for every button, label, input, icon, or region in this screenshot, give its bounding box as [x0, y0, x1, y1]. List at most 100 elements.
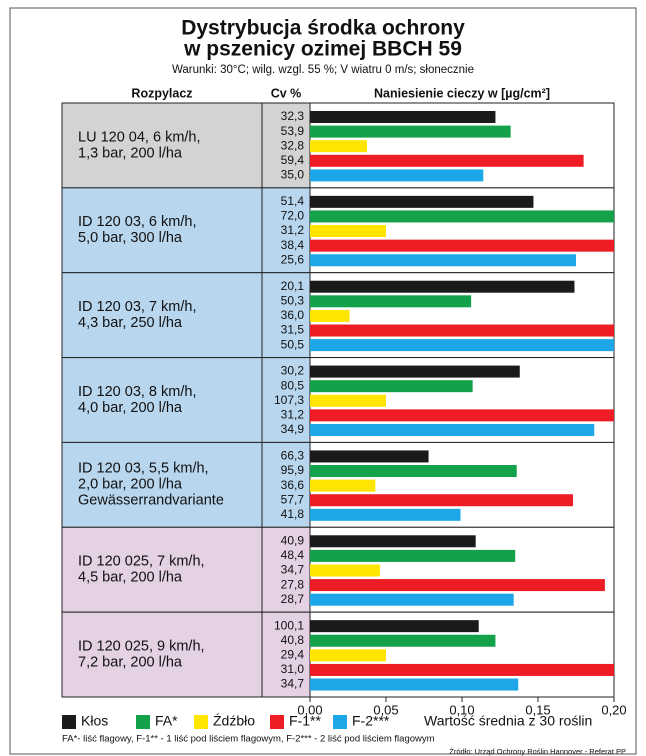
column-header: Rozpylacz [131, 86, 192, 100]
cv-label: 32,8 [281, 138, 305, 152]
bar [310, 225, 386, 238]
bar [310, 210, 614, 223]
bar [310, 549, 516, 562]
bar [310, 649, 386, 662]
nozzle-label: 1,3 bar, 200 l/ha [78, 145, 183, 161]
cv-label: 40,9 [281, 533, 305, 547]
legend-swatch [62, 715, 76, 729]
bar [310, 564, 380, 577]
cv-label: 53,9 [281, 124, 305, 138]
nozzle-label: ID 120 025, 7 km/h, [78, 554, 205, 570]
bar [310, 465, 517, 478]
bar [310, 339, 614, 352]
bar [310, 254, 576, 267]
cv-label: 51,4 [281, 194, 305, 208]
bar [310, 450, 429, 463]
legend-swatch [136, 715, 150, 729]
cv-label: 34,7 [281, 677, 305, 691]
bar [310, 409, 614, 422]
bar [310, 479, 376, 492]
nozzle-label: 4,5 bar, 200 l/ha [78, 570, 183, 586]
bar [310, 678, 519, 691]
cv-label: 57,7 [281, 492, 305, 506]
nozzle-label: LU 120 04, 6 km/h, [78, 129, 201, 145]
bar [310, 365, 520, 378]
bar [310, 663, 614, 676]
cv-label: 31,5 [281, 323, 305, 337]
nozzle-label: ID 120 03, 8 km/h, [78, 384, 196, 400]
source: Źródło: Urząd Ochrony Roślin Hannover - … [449, 747, 626, 756]
legend-note: Wartość średnia z 30 roślin [424, 713, 592, 729]
bar [310, 494, 573, 507]
legend-label: F-2*** [352, 713, 390, 729]
cv-label: 50,3 [281, 293, 305, 307]
row-background [61, 441, 311, 528]
bar [310, 508, 461, 521]
cv-label: 38,4 [281, 238, 305, 252]
cv-label: 34,9 [281, 422, 305, 436]
bar [310, 169, 484, 182]
cv-label: 66,3 [281, 449, 305, 463]
x-tick-label: 0,10 [449, 702, 474, 717]
footnote: FA*- liść flagowy, F-1** - 1 liść pod li… [62, 734, 435, 745]
bar [310, 535, 476, 548]
bar [310, 295, 472, 308]
legend-label: FA* [155, 713, 178, 729]
cv-label: 95,9 [281, 463, 305, 477]
cv-label: 72,0 [281, 209, 305, 223]
cv-label: 31,0 [281, 662, 305, 676]
cv-label: 31,2 [281, 408, 305, 422]
cv-label: 80,5 [281, 378, 305, 392]
bar [310, 309, 350, 322]
cv-label: 27,8 [281, 577, 305, 591]
cv-label: 35,0 [281, 168, 305, 182]
bar [310, 140, 367, 153]
x-tick-label: 0,20 [601, 702, 626, 717]
bar [310, 634, 496, 647]
bar [310, 125, 511, 138]
column-header: Cv % [271, 86, 302, 100]
bar [310, 380, 473, 393]
bar [310, 111, 496, 123]
cv-label: 107,3 [274, 393, 304, 407]
nozzle-label: 7,2 bar, 200 l/ha [78, 654, 183, 670]
chart-title: Dystrybucja środka ochrony [181, 17, 465, 40]
cv-label: 20,1 [281, 279, 305, 293]
x-tick-label: 0,00 [297, 702, 322, 717]
cv-label: 40,8 [281, 633, 305, 647]
legend-swatch [270, 715, 284, 729]
cv-label: 41,8 [281, 507, 305, 521]
nozzle-label: Gewässerrandvariante [78, 493, 224, 509]
nozzle-label: ID 120 03, 5,5 km/h, [78, 461, 209, 477]
bar [310, 154, 584, 167]
nozzle-label: ID 120 03, 7 km/h, [78, 299, 196, 315]
legend-label: F-1** [289, 713, 321, 729]
nozzle-label: 5,0 bar, 300 l/ha [78, 230, 183, 246]
cv-label: 48,4 [281, 548, 305, 562]
chart-subtitle: Warunki: 30°C; wilg. wzgl. 55 %; V wiatr… [172, 64, 474, 76]
bar [310, 195, 534, 208]
legend-label: Źdźbło [213, 713, 255, 729]
chart-title: w pszenicy ozimej BBCH 59 [183, 38, 462, 61]
bar [310, 579, 605, 592]
row-background [61, 102, 311, 189]
cv-label: 28,7 [281, 592, 305, 606]
row-background [61, 272, 311, 359]
legend-label: Kłos [81, 713, 108, 729]
nozzle-label: 2,0 bar, 200 l/ha [78, 477, 183, 493]
bar [310, 324, 614, 337]
cv-label: 36,6 [281, 478, 305, 492]
cv-label: 34,7 [281, 563, 305, 577]
bar [310, 423, 595, 436]
column-header: Naniesienie cieczy w [µg/cm²] [374, 86, 550, 100]
cv-label: 59,4 [281, 153, 305, 167]
cv-label: 36,0 [281, 308, 305, 322]
nozzle-label: ID 120 025, 9 km/h, [78, 638, 205, 654]
cv-label: 29,4 [281, 648, 305, 662]
row-background [61, 357, 311, 443]
cv-label: 50,5 [281, 337, 305, 351]
bar [310, 280, 575, 293]
x-tick-label: 0,05 [373, 702, 398, 717]
nozzle-label: 4,0 bar, 200 l/ha [78, 400, 183, 416]
